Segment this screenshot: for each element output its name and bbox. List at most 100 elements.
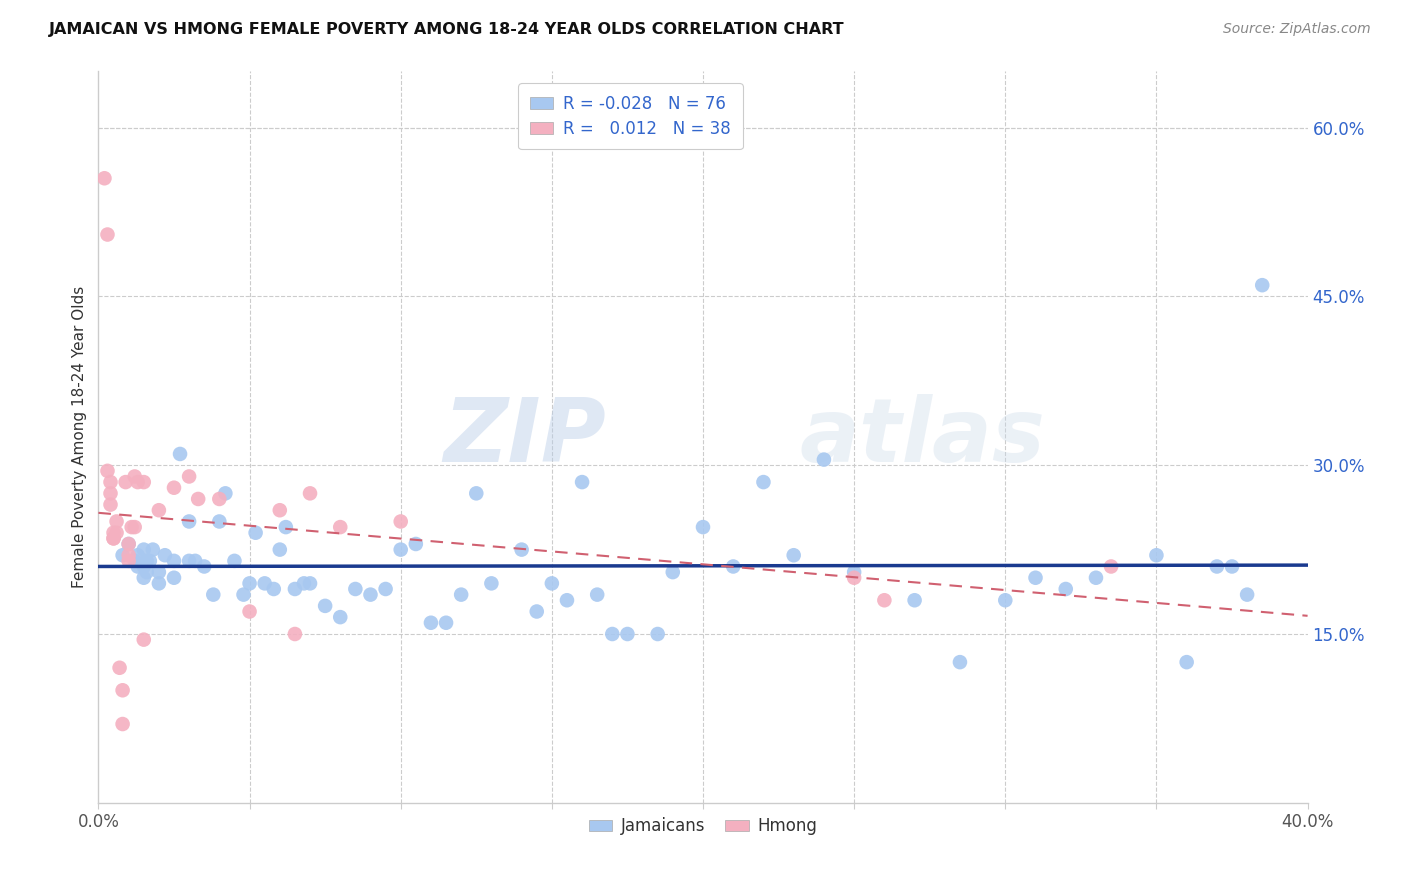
Point (314, 599, 336, 613)
Point (187, 491, 209, 506)
Point (465, 486, 488, 500)
Point (132, 632, 155, 647)
Point (139, 554, 162, 568)
Point (1085, 571, 1108, 585)
Point (127, 475, 149, 489)
Point (142, 542, 165, 557)
Point (111, 548, 134, 562)
Point (434, 615, 457, 630)
Point (105, 525, 128, 540)
Text: ZIP: ZIP (443, 393, 606, 481)
Point (904, 593, 927, 607)
Point (253, 576, 276, 591)
Point (844, 571, 866, 585)
Point (124, 554, 146, 568)
Point (100, 498, 122, 512)
Point (202, 588, 225, 602)
Point (374, 582, 396, 596)
Text: atlas: atlas (800, 393, 1046, 481)
Point (783, 548, 806, 562)
Point (169, 447, 191, 461)
Point (692, 520, 714, 534)
Point (93, 171, 115, 186)
Point (153, 548, 176, 562)
Point (239, 605, 262, 619)
Point (616, 627, 638, 641)
Point (118, 537, 141, 551)
Point (481, 576, 503, 591)
Point (602, 627, 624, 641)
Point (1206, 559, 1229, 574)
Point (103, 525, 125, 540)
Point (132, 571, 155, 585)
Point (1024, 571, 1046, 585)
Point (214, 486, 236, 500)
Point (389, 515, 412, 529)
Point (1251, 278, 1274, 293)
Point (299, 486, 322, 500)
Point (647, 627, 669, 641)
Point (540, 576, 562, 591)
Point (232, 588, 254, 602)
Point (405, 537, 427, 551)
Point (329, 520, 352, 534)
Point (124, 520, 146, 534)
Point (1144, 548, 1167, 562)
Point (450, 588, 472, 602)
Point (103, 532, 125, 546)
Point (96, 464, 118, 478)
Point (873, 593, 896, 607)
Point (108, 661, 131, 675)
Point (127, 548, 149, 562)
Point (132, 542, 155, 557)
Point (420, 615, 443, 630)
Point (269, 542, 291, 557)
Point (127, 559, 149, 574)
Point (179, 515, 201, 529)
Point (949, 655, 972, 669)
Point (661, 565, 683, 579)
Point (299, 576, 322, 591)
Point (96, 227, 118, 242)
Point (1220, 559, 1243, 574)
Point (994, 593, 1017, 607)
Point (135, 554, 157, 568)
Point (148, 576, 170, 591)
Point (292, 576, 315, 591)
Point (148, 503, 170, 517)
Point (813, 452, 835, 467)
Point (752, 475, 775, 489)
Point (269, 503, 291, 517)
Point (586, 588, 609, 602)
Point (224, 554, 246, 568)
Text: Source: ZipAtlas.com: Source: ZipAtlas.com (1223, 22, 1371, 37)
Point (263, 582, 285, 596)
Point (1236, 588, 1258, 602)
Point (245, 525, 267, 540)
Point (148, 565, 170, 579)
Point (344, 582, 367, 596)
Point (132, 475, 155, 489)
Point (844, 565, 866, 579)
Point (135, 565, 157, 579)
Point (555, 593, 578, 607)
Point (124, 469, 146, 483)
Point (163, 481, 186, 495)
Point (105, 515, 128, 529)
Point (360, 588, 382, 602)
Point (389, 542, 412, 557)
Point (284, 582, 307, 596)
Point (526, 605, 548, 619)
Point (118, 548, 141, 562)
Point (118, 537, 141, 551)
Point (239, 576, 262, 591)
Point (571, 475, 593, 489)
Point (179, 469, 201, 483)
Point (1054, 582, 1077, 596)
Point (118, 554, 141, 568)
Point (132, 559, 155, 574)
Point (1175, 655, 1198, 669)
Y-axis label: Female Poverty Among 18-24 Year Olds: Female Poverty Among 18-24 Year Olds (72, 286, 87, 588)
Point (1099, 559, 1122, 574)
Point (121, 520, 143, 534)
